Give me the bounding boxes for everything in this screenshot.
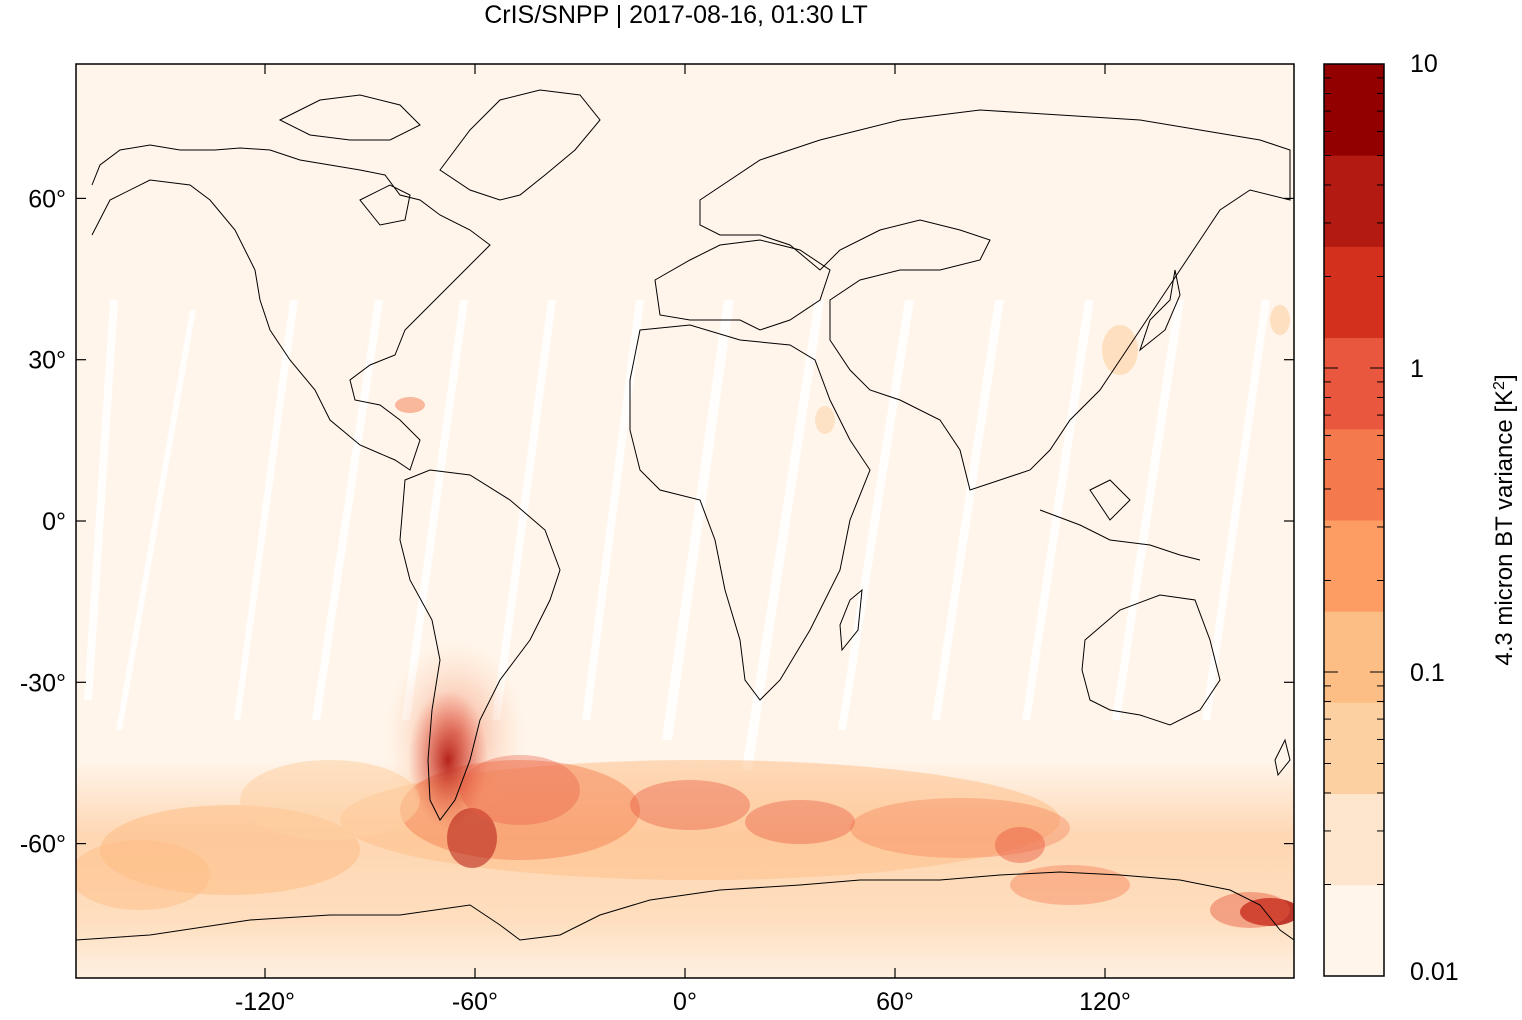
colorbar-segment [1324,611,1384,703]
coastlines [76,89,1294,941]
orbit-gaps [84,300,1270,770]
x-tick-label: 0° [673,988,697,1016]
colorbar-tick-label: 1 [1410,355,1424,383]
y-tick-label: 60° [28,185,66,213]
colorbar-segment [1324,428,1384,521]
y-tick-label: -30° [20,669,66,697]
colorbar-title: 4.3 micron BT variance [K2] [1491,374,1519,665]
x-tick-label: -120° [235,988,295,1016]
x-tick-label: -60° [452,988,498,1016]
colorbar-segment [1324,702,1384,795]
colorbar-segment [1324,337,1384,430]
variance-field [76,89,1294,978]
colorbar-segment [1324,246,1384,339]
x-tick-label: 60° [876,988,914,1016]
colorbar-ticks: 10 1 0.1 0.01 [1324,50,1459,986]
y-tick-label: 0° [42,508,66,536]
y-tick-label: 30° [28,347,66,375]
colorbar-frame [1323,63,1385,977]
y-tick-label: -60° [20,831,66,859]
map-title: CrIS/SNPP | 2017-08-16, 01:30 LT [484,1,868,29]
colorbar [1323,63,1385,977]
colorbar-segment [1324,155,1384,247]
colorbar-segment [1324,884,1384,977]
colorbar-tick-label: 10 [1410,50,1438,78]
colorbar-tick-label: 0.01 [1410,958,1459,986]
colorbar-segment [1324,64,1384,156]
y-axis-ticks: 60° 30° 0° -30° -60° [20,185,1294,859]
colorbar-tick-label: 0.1 [1410,659,1445,687]
x-axis-ticks: -120° -60° 0° 60° 120° [235,64,1131,1016]
x-tick-label: 120° [1079,988,1131,1016]
colorbar-segment [1324,793,1384,886]
colorbar-segment [1324,520,1384,612]
